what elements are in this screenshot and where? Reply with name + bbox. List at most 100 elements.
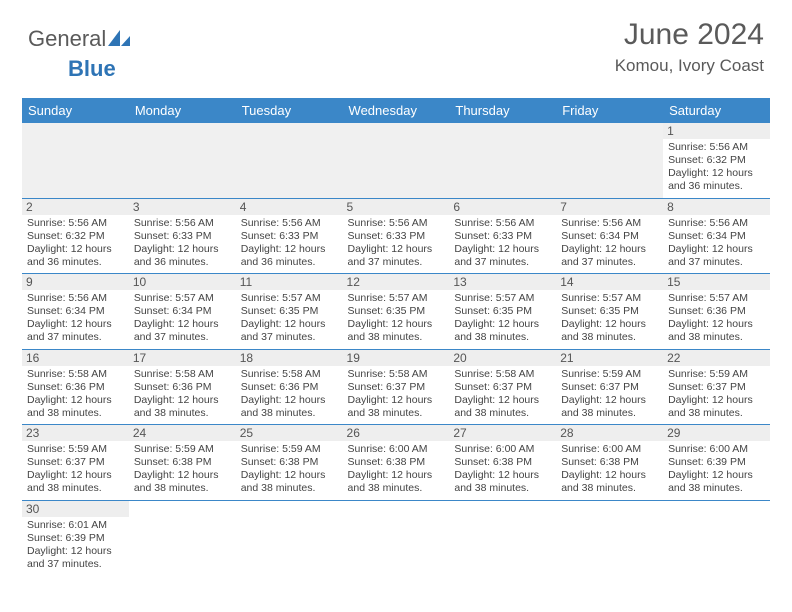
cell-day1: Daylight: 12 hours [561,318,658,331]
cell-sunset: Sunset: 6:35 PM [241,305,338,318]
calendar-table: SundayMondayTuesdayWednesdayThursdayFrid… [22,98,770,575]
cell-sunrise: Sunrise: 5:56 AM [668,217,765,230]
sail-icon [108,26,130,52]
calendar-cell: 24Sunrise: 5:59 AMSunset: 6:38 PMDayligh… [129,425,236,501]
cell-day2: and 38 minutes. [348,331,445,344]
cell-sunset: Sunset: 6:33 PM [348,230,445,243]
calendar-cell: 30Sunrise: 6:01 AMSunset: 6:39 PMDayligh… [22,500,129,575]
cell-day2: and 38 minutes. [454,331,551,344]
calendar-cell [343,123,450,198]
calendar-cell: 23Sunrise: 5:59 AMSunset: 6:37 PMDayligh… [22,425,129,501]
calendar-cell: 5Sunrise: 5:56 AMSunset: 6:33 PMDaylight… [343,198,450,274]
cell-day1: Daylight: 12 hours [668,469,765,482]
calendar-cell: 27Sunrise: 6:00 AMSunset: 6:38 PMDayligh… [449,425,556,501]
cell-sunset: Sunset: 6:37 PM [561,381,658,394]
calendar-cell: 11Sunrise: 5:57 AMSunset: 6:35 PMDayligh… [236,274,343,350]
cell-sunset: Sunset: 6:39 PM [668,456,765,469]
cell-sunrise: Sunrise: 5:58 AM [241,368,338,381]
calendar-cell: 16Sunrise: 5:58 AMSunset: 6:36 PMDayligh… [22,349,129,425]
cell-sunrise: Sunrise: 5:57 AM [561,292,658,305]
day-number: 14 [556,274,663,290]
day-number: 17 [129,350,236,366]
cell-sunrise: Sunrise: 5:56 AM [241,217,338,230]
calendar-week-row: 23Sunrise: 5:59 AMSunset: 6:37 PMDayligh… [22,425,770,501]
cell-sunrise: Sunrise: 5:56 AM [134,217,231,230]
cell-sunrise: Sunrise: 5:56 AM [454,217,551,230]
day-number: 24 [129,425,236,441]
cell-day2: and 38 minutes. [27,482,124,495]
cell-day2: and 36 minutes. [27,256,124,269]
calendar-body: 1Sunrise: 5:56 AMSunset: 6:32 PMDaylight… [22,123,770,575]
cell-day2: and 37 minutes. [348,256,445,269]
day-number: 3 [129,199,236,215]
cell-sunset: Sunset: 6:35 PM [454,305,551,318]
cell-day2: and 38 minutes. [348,407,445,420]
cell-day2: and 37 minutes. [27,558,124,571]
cell-sunrise: Sunrise: 5:58 AM [454,368,551,381]
cell-day1: Daylight: 12 hours [561,469,658,482]
cell-day1: Daylight: 12 hours [454,243,551,256]
cell-sunset: Sunset: 6:39 PM [27,532,124,545]
cell-day2: and 38 minutes. [241,482,338,495]
calendar-cell: 3Sunrise: 5:56 AMSunset: 6:33 PMDaylight… [129,198,236,274]
cell-day2: and 38 minutes. [134,407,231,420]
cell-sunrise: Sunrise: 5:57 AM [668,292,765,305]
cell-day1: Daylight: 12 hours [561,243,658,256]
day-number: 22 [663,350,770,366]
cell-day2: and 36 minutes. [134,256,231,269]
cell-day2: and 37 minutes. [454,256,551,269]
cell-day2: and 38 minutes. [454,407,551,420]
cell-sunrise: Sunrise: 5:56 AM [27,217,124,230]
calendar-cell [556,500,663,575]
cell-day1: Daylight: 12 hours [668,318,765,331]
calendar-cell: 7Sunrise: 5:56 AMSunset: 6:34 PMDaylight… [556,198,663,274]
day-number: 6 [449,199,556,215]
cell-day1: Daylight: 12 hours [454,394,551,407]
day-number: 12 [343,274,450,290]
day-number: 4 [236,199,343,215]
calendar-cell [22,123,129,198]
cell-day1: Daylight: 12 hours [27,243,124,256]
calendar-cell: 4Sunrise: 5:56 AMSunset: 6:33 PMDaylight… [236,198,343,274]
calendar-week-row: 30Sunrise: 6:01 AMSunset: 6:39 PMDayligh… [22,500,770,575]
cell-day1: Daylight: 12 hours [348,469,445,482]
weekday-header: Thursday [449,98,556,123]
cell-day1: Daylight: 12 hours [668,167,765,180]
cell-sunrise: Sunrise: 5:57 AM [134,292,231,305]
cell-day2: and 38 minutes. [561,331,658,344]
cell-sunset: Sunset: 6:37 PM [668,381,765,394]
calendar-cell [449,123,556,198]
logo-part2: Blue [68,56,116,81]
calendar-cell: 22Sunrise: 5:59 AMSunset: 6:37 PMDayligh… [663,349,770,425]
calendar-cell: 15Sunrise: 5:57 AMSunset: 6:36 PMDayligh… [663,274,770,350]
cell-sunrise: Sunrise: 5:58 AM [27,368,124,381]
cell-sunset: Sunset: 6:34 PM [134,305,231,318]
cell-day2: and 37 minutes. [27,331,124,344]
cell-day2: and 38 minutes. [454,482,551,495]
cell-sunrise: Sunrise: 5:56 AM [27,292,124,305]
cell-day2: and 37 minutes. [561,256,658,269]
calendar-week-row: 9Sunrise: 5:56 AMSunset: 6:34 PMDaylight… [22,274,770,350]
calendar-cell [129,500,236,575]
cell-day1: Daylight: 12 hours [134,243,231,256]
cell-sunrise: Sunrise: 5:57 AM [241,292,338,305]
calendar-cell: 10Sunrise: 5:57 AMSunset: 6:34 PMDayligh… [129,274,236,350]
cell-day1: Daylight: 12 hours [134,318,231,331]
weekday-header: Saturday [663,98,770,123]
cell-day2: and 38 minutes. [134,482,231,495]
calendar-header-row: SundayMondayTuesdayWednesdayThursdayFrid… [22,98,770,123]
calendar-cell [449,500,556,575]
cell-sunset: Sunset: 6:37 PM [348,381,445,394]
cell-sunrise: Sunrise: 6:01 AM [27,519,124,532]
cell-sunset: Sunset: 6:38 PM [561,456,658,469]
cell-day1: Daylight: 12 hours [668,394,765,407]
cell-day2: and 38 minutes. [561,407,658,420]
cell-day2: and 37 minutes. [241,331,338,344]
cell-day2: and 36 minutes. [241,256,338,269]
weekday-header: Tuesday [236,98,343,123]
cell-sunrise: Sunrise: 5:57 AM [454,292,551,305]
cell-sunrise: Sunrise: 6:00 AM [348,443,445,456]
cell-sunrise: Sunrise: 5:56 AM [348,217,445,230]
cell-sunset: Sunset: 6:38 PM [454,456,551,469]
calendar-cell: 2Sunrise: 5:56 AMSunset: 6:32 PMDaylight… [22,198,129,274]
